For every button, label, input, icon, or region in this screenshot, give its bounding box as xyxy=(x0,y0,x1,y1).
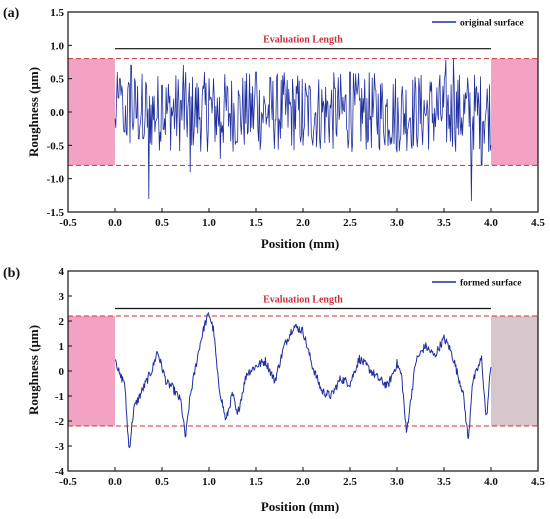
x-tick-label: 0.5 xyxy=(155,217,169,229)
x-tick-label: 3.5 xyxy=(437,217,451,229)
x-tick-label: 2.0 xyxy=(296,217,310,229)
y-axis-label: Roughness (μm) xyxy=(26,325,41,415)
y-tick-label: -0.5 xyxy=(47,140,65,152)
legend-label: formed surface xyxy=(460,279,521,289)
axes: -0.5 0.0 0.5 1.0 1.5 2.0 2.5 3.0 3.5 4.0 4.5 -4 -3 -2… xyxy=(55,266,546,488)
series-layer xyxy=(114,312,492,449)
series-layer xyxy=(114,58,492,202)
x-axis-label: Position (mm) xyxy=(261,236,339,251)
x-tick-label: 4.0 xyxy=(484,476,498,488)
x-tick-label: 1.5 xyxy=(249,476,263,488)
x-tick-label: 4.5 xyxy=(531,217,545,229)
y-tick-label: -1.5 xyxy=(47,207,65,219)
evaluation-length-label: Evaluation Length xyxy=(263,295,343,306)
x-tick-label: 0.0 xyxy=(108,476,122,488)
band-layer xyxy=(68,316,538,426)
y-axis-label: Roughness (μm) xyxy=(26,67,41,157)
axes: -0.5 0.0 0.5 1.0 1.5 2.0 2.5 3.0 3.5 4.0 4.5 -1.5 -1… xyxy=(47,7,546,229)
y-tick-label: -1 xyxy=(55,391,64,403)
y-tick-label: 3 xyxy=(59,291,65,303)
x-tick-label: -0.5 xyxy=(59,217,77,229)
x-tick-label: -0.5 xyxy=(59,476,77,488)
panel-label-a: (a) xyxy=(3,6,20,21)
left-band xyxy=(68,316,115,426)
y-tick-label: 1 xyxy=(59,341,65,353)
series-line xyxy=(114,312,492,449)
y-tick-label: 1.0 xyxy=(50,40,64,52)
y-tick-label: -4 xyxy=(55,466,65,478)
x-tick-label: 3.0 xyxy=(390,476,404,488)
x-tick-label: 4.5 xyxy=(531,476,545,488)
legend-label: original surface xyxy=(460,19,524,29)
series-line xyxy=(114,58,492,202)
x-tick-label: 0.0 xyxy=(108,217,122,229)
x-tick-label: 1.5 xyxy=(249,217,263,229)
legend: formed surface xyxy=(432,279,521,289)
right-band xyxy=(491,58,538,166)
evaluation-length-annotation: Evaluation Length xyxy=(115,295,491,310)
panel-b: (b) Evaluation Length -0.5 0.0 0.5 1.0 1.5 2.… xyxy=(3,266,545,514)
x-tick-label: 3.0 xyxy=(390,217,404,229)
legend: original surface xyxy=(432,19,524,29)
panel-a: (a) Evaluation Length -0.5 0.0 0.5 1.0 1.5 2.… xyxy=(3,6,545,251)
y-tick-label: 0 xyxy=(59,366,65,378)
y-tick-label: -1.0 xyxy=(47,174,65,186)
x-tick-label: 2.5 xyxy=(343,476,357,488)
left-band xyxy=(68,58,115,166)
x-tick-label: 4.0 xyxy=(484,217,498,229)
y-tick-label: 0.0 xyxy=(50,107,64,119)
y-tick-label: 1.5 xyxy=(50,7,64,19)
evaluation-length-annotation: Evaluation Length xyxy=(115,35,491,50)
y-tick-label: 0.5 xyxy=(50,74,64,86)
dashed-lines xyxy=(68,58,538,166)
x-axis-label: Position (mm) xyxy=(261,499,339,514)
right-band xyxy=(491,316,538,426)
dashed-lines xyxy=(68,315,538,427)
x-tick-label: 1.0 xyxy=(202,217,216,229)
y-tick-label: -2 xyxy=(55,416,65,428)
x-tick-label: 1.0 xyxy=(202,476,216,488)
y-tick-label: 4 xyxy=(59,266,65,278)
x-tick-label: 0.5 xyxy=(155,476,169,488)
evaluation-length-label: Evaluation Length xyxy=(263,35,343,46)
y-tick-label: -3 xyxy=(55,441,65,453)
x-tick-label: 3.5 xyxy=(437,476,451,488)
band-layer xyxy=(68,58,538,166)
x-tick-label: 2.0 xyxy=(296,476,310,488)
panel-label-b: (b) xyxy=(3,266,20,281)
x-tick-label: 2.5 xyxy=(343,217,357,229)
y-tick-label: 2 xyxy=(59,316,65,328)
